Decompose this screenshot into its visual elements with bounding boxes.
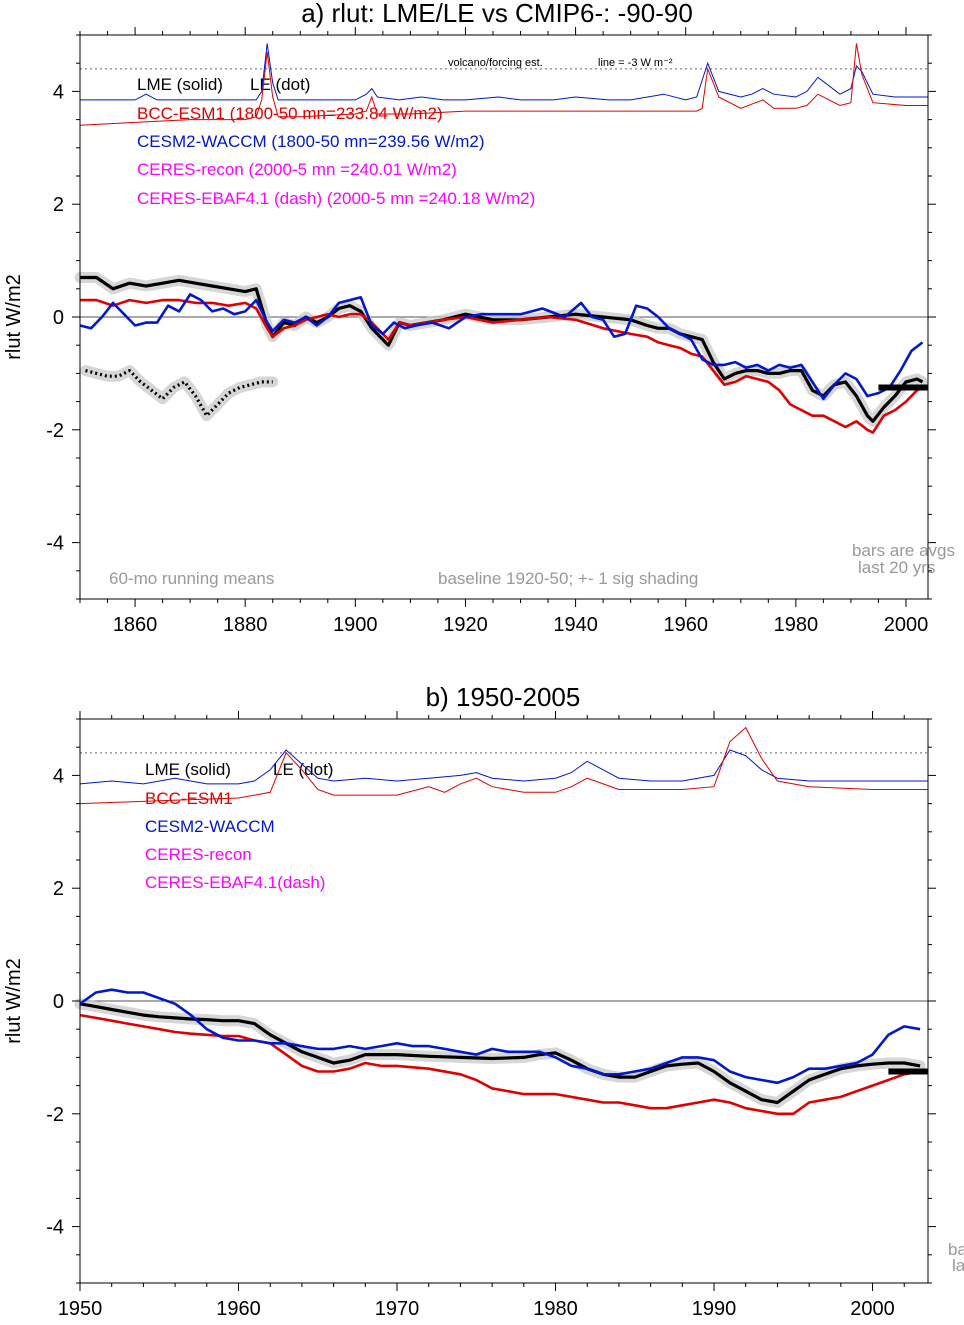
- xtick-label: 1880: [223, 614, 268, 636]
- volcano-line-1: [79, 43, 928, 126]
- ytick-label: -4: [46, 1217, 64, 1239]
- xtick-label: 2000: [850, 1298, 895, 1320]
- ytick-label: 0: [53, 307, 64, 329]
- bars-note-2: last 20 yrs: [858, 558, 935, 577]
- xtick-label: 1980: [774, 614, 819, 636]
- xtick-label: 1940: [553, 614, 598, 636]
- legend-le: LE (dot): [250, 75, 310, 94]
- running-mean-note: 60-mo running means: [109, 569, 274, 588]
- panel-b: b) 1950-2005 rlut W/m2 LME (solid) LE (d…: [3, 682, 964, 1320]
- series-line-cesm2-waccm: [79, 988, 921, 1085]
- panel-b-title: b) 1950-2005: [426, 682, 581, 712]
- legend-b-bcc: BCC-ESM1: [145, 789, 233, 808]
- legend-b-ceres-recon: CERES-recon: [145, 845, 252, 864]
- series-line-lme-solid-: [80, 275, 924, 423]
- panel-a-legend: LME (solid) LE (dot) BCC-ESM1 (1800-50 m…: [137, 75, 535, 208]
- legend-lme: LME (solid): [137, 75, 223, 94]
- ytick-label: -2: [46, 1104, 64, 1126]
- scale-annotation: line = -3 W m⁻²: [598, 57, 673, 69]
- series-line-cesm2-waccm: [79, 293, 924, 401]
- series-line-lme-solid-: [79, 1002, 921, 1105]
- volcano-line-0: [80, 43, 928, 101]
- ytick-label: 2: [53, 194, 64, 216]
- ytick-label: 2: [53, 878, 64, 900]
- ytick-label: -2: [46, 420, 64, 442]
- bars-note-b-1: ba: [948, 1240, 964, 1259]
- series-line-bcc-esm1: [80, 298, 924, 434]
- legend-b-le: LE (dot): [273, 760, 333, 779]
- legend-ceres-ebaf: CERES-EBAF4.1 (dash) (2000-5 mn =240.18 …: [137, 189, 535, 208]
- legend-bcc: BCC-ESM1 (1800-50 mn=233.84 W/m2): [137, 104, 443, 123]
- panel-b-ylabel: rlut W/m2: [3, 958, 25, 1044]
- ytick-label: 4: [53, 81, 64, 103]
- xtick-label: 1900: [333, 614, 378, 636]
- sigma-shading-3: [80, 365, 279, 422]
- volcano-annotation: volcano/forcing est.: [448, 57, 543, 69]
- xtick-label: 1970: [375, 1298, 420, 1320]
- xtick-label: 1950: [58, 1298, 103, 1320]
- bars-note-1: bars are avgs: [852, 541, 955, 560]
- plot-area-1: [74, 726, 928, 1116]
- panel-a-title: a) rlut: LME/LE vs CMIP6-: -90-90: [301, 0, 693, 28]
- plot-area-0: [74, 43, 928, 434]
- volcano-line-1: [79, 726, 928, 805]
- series-line-bcc-esm1: [79, 1013, 921, 1116]
- volcano-line-0: [79, 749, 928, 785]
- xtick-label: 1980: [533, 1298, 578, 1320]
- xtick-label: 1990: [692, 1298, 737, 1320]
- series-line-le-dot-: [85, 369, 273, 418]
- bars-note-b-2: la: [952, 1256, 964, 1275]
- sigma-shading-0: [74, 272, 928, 427]
- xtick-label: 1960: [663, 614, 708, 636]
- ytick-label: -4: [46, 533, 64, 555]
- xtick-label: 1920: [443, 614, 488, 636]
- legend-ceres-recon: CERES-recon (2000-5 mn =240.01 W/m2): [137, 160, 457, 179]
- panel-a: a) rlut: LME/LE vs CMIP6-: -90-90 rlut W…: [3, 0, 955, 636]
- ytick-label: 0: [53, 991, 64, 1013]
- panel-b-legend: LME (solid) LE (dot) BCC-ESM1 CESM2-WACC…: [145, 760, 333, 892]
- legend-b-cesm2: CESM2-WACCM: [145, 817, 275, 836]
- xtick-label: 2000: [884, 614, 929, 636]
- legend-b-ceres-ebaf: CERES-EBAF4.1(dash): [145, 873, 325, 892]
- ytick-label: 4: [53, 765, 64, 787]
- baseline-note: baseline 1920-50; +- 1 sig shading: [438, 569, 698, 588]
- xtick-label: 1860: [113, 614, 158, 636]
- xtick-label: 1960: [216, 1298, 261, 1320]
- panel-a-ylabel: rlut W/m2: [3, 274, 25, 360]
- legend-b-lme: LME (solid): [145, 760, 231, 779]
- legend-cesm2: CESM2-WACCM (1800-50 mn=239.56 W/m2): [137, 132, 485, 151]
